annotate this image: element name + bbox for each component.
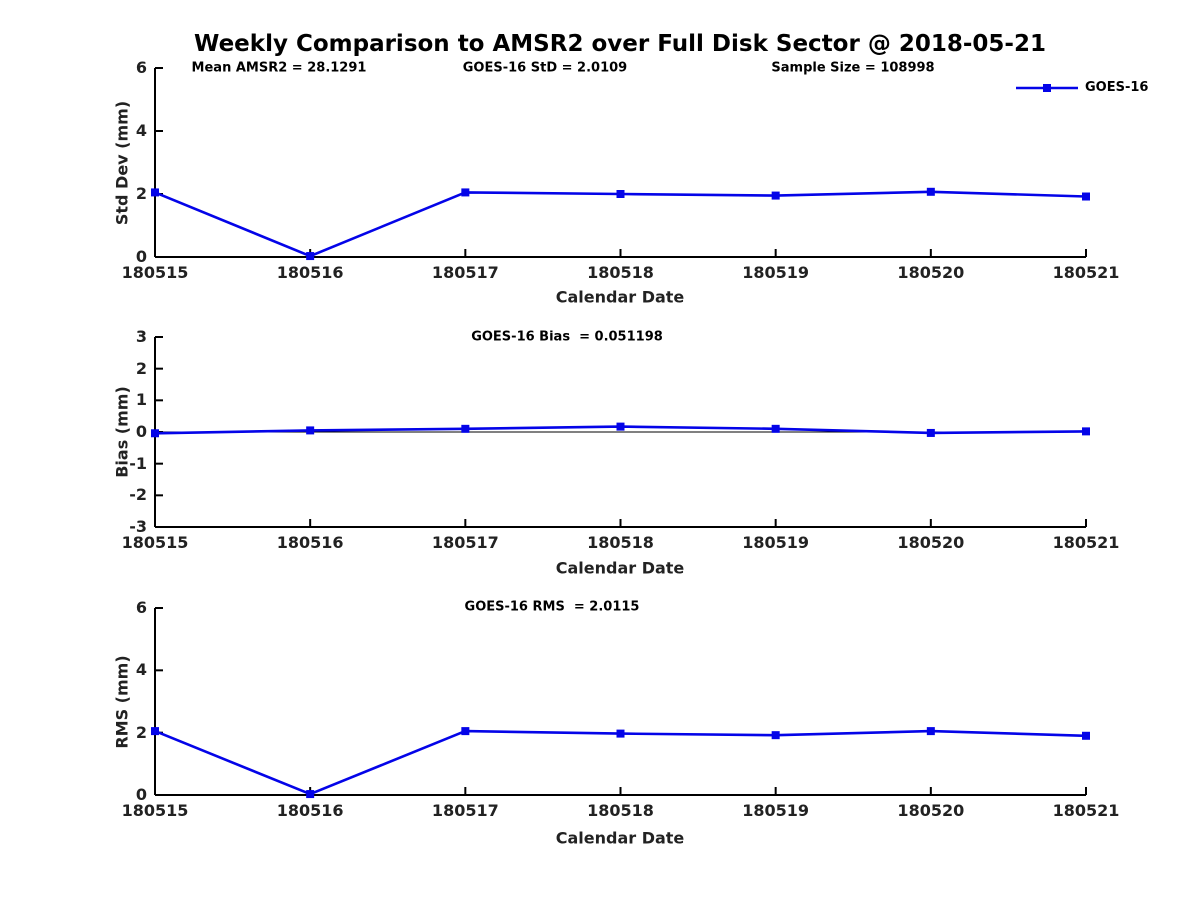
x-tick-label: 180518 [587,533,654,552]
std-dev-subplot-plot-area [151,67,1090,261]
x-tick-label: 180516 [276,263,344,282]
data-point-marker [771,731,780,740]
rms-annotation-goes16-rms: GOES-16 RMS = 2.0115 [464,599,640,615]
y-tick-label: 4 [135,660,147,680]
x-tick-label: 180517 [431,263,499,282]
y-tick-label: 2 [135,184,147,204]
data-point-marker [461,424,470,433]
x-tick-label: 180518 [587,263,654,282]
y-tick-label: 6 [135,58,147,78]
legend-label: GOES-16 [1085,80,1149,95]
data-point-marker [151,727,159,736]
data-point-marker [306,426,315,435]
y-tick-label: -2 [129,485,147,505]
data-point-marker [1082,427,1090,436]
data-point-marker [926,187,935,196]
data-point-marker [1082,192,1090,201]
x-tick-label: 180519 [742,533,810,552]
x-tick-label: 180516 [276,533,344,552]
data-point-marker [1082,731,1090,740]
x-tick-label: 180516 [276,801,344,820]
data-point-marker [461,188,470,197]
stddev-annotation-sample-size: Sample Size = 108998 [771,60,935,76]
data-point-marker [616,729,625,738]
y-tick-label: 1 [135,390,147,410]
y-tick-label: 0 [135,422,147,442]
chart-title: Weekly Comparison to AMSR2 over Full Dis… [194,31,1046,57]
data-point-marker [461,727,470,736]
rms-x-axis-label: Calendar Date [555,828,685,848]
x-tick-label: 180521 [1052,801,1120,820]
data-point-marker [771,191,780,200]
x-tick-label: 180517 [431,801,499,820]
bias-annotation-goes16-bias: GOES-16 Bias = 0.051198 [471,329,663,345]
y-tick-label: 0 [135,785,147,805]
stddev-x-axis-label: Calendar Date [555,287,685,307]
legend: GOES-16 [1016,80,1148,95]
x-tick-label: 180520 [897,263,965,282]
x-tick-label: 180520 [897,801,965,820]
legend-sample-marker [1043,83,1051,92]
y-tick-label: 4 [135,121,147,141]
y-tick-label: -3 [129,517,147,537]
x-tick-label: 180520 [897,533,965,552]
rms-subplot-plot-area [151,607,1090,799]
x-tick-label: 180515 [121,263,189,282]
x-tick-label: 180515 [121,533,189,552]
y-tick-label: -1 [129,453,147,473]
legend-line-sample-icon [1016,83,1078,92]
stddev-annotation-goes16-std: GOES-16 StD = 2.0109 [462,60,628,76]
bias-subplot-plot-area [151,336,1090,528]
data-point-marker [926,727,935,736]
x-tick-label: 180519 [742,801,810,820]
x-tick-label: 180517 [431,533,499,552]
stddev-y-axis-label: Std Dev (mm) [112,100,132,226]
data-series-line [154,729,1087,796]
x-tick-label: 180521 [1052,263,1120,282]
y-tick-label: 3 [135,327,147,347]
data-point-marker [616,190,625,198]
data-point-marker [616,422,625,431]
y-tick-label: 2 [135,358,147,378]
data-point-marker [151,188,159,197]
x-tick-label: 180518 [587,801,654,820]
x-tick-label: 180515 [121,801,189,820]
data-point-marker [306,252,315,261]
data-point-marker [771,424,780,433]
stddev-annotation-mean-amsr2: Mean AMSR2 = 28.1291 [191,60,367,76]
data-point-marker [151,429,159,438]
y-tick-label: 0 [135,247,147,267]
data-point-marker [926,428,935,437]
data-series-line [154,190,1087,258]
y-tick-label: 6 [135,598,147,618]
bias-x-axis-label: Calendar Date [555,558,685,578]
data-point-marker [306,790,315,799]
x-tick-label: 180519 [742,263,810,282]
y-tick-label: 2 [135,722,147,742]
x-tick-label: 180521 [1052,533,1120,552]
